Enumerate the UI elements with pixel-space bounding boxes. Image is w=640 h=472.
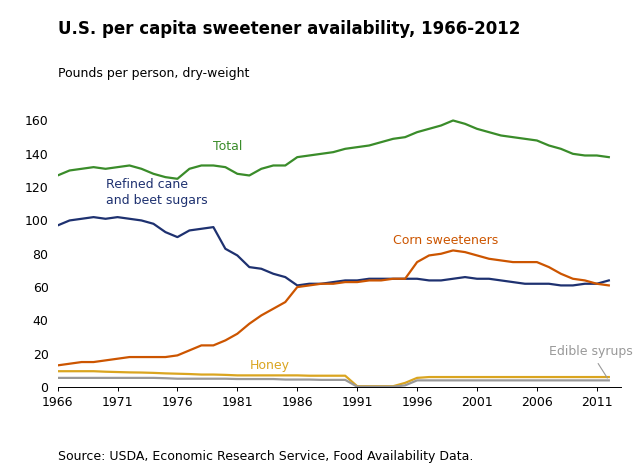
Text: Honey: Honey [250, 359, 289, 372]
Text: U.S. per capita sweetener availability, 1966-2012: U.S. per capita sweetener availability, … [58, 20, 520, 38]
Text: Total: Total [213, 141, 243, 153]
Text: Pounds per person, dry-weight: Pounds per person, dry-weight [58, 67, 249, 80]
Text: Source: USDA, Economic Research Service, Food Availability Data.: Source: USDA, Economic Research Service,… [58, 449, 473, 463]
Text: Refined cane
and beet sugars: Refined cane and beet sugars [106, 178, 207, 207]
Text: Corn sweeteners: Corn sweeteners [393, 234, 499, 247]
Text: Edible syrups: Edible syrups [549, 346, 633, 378]
